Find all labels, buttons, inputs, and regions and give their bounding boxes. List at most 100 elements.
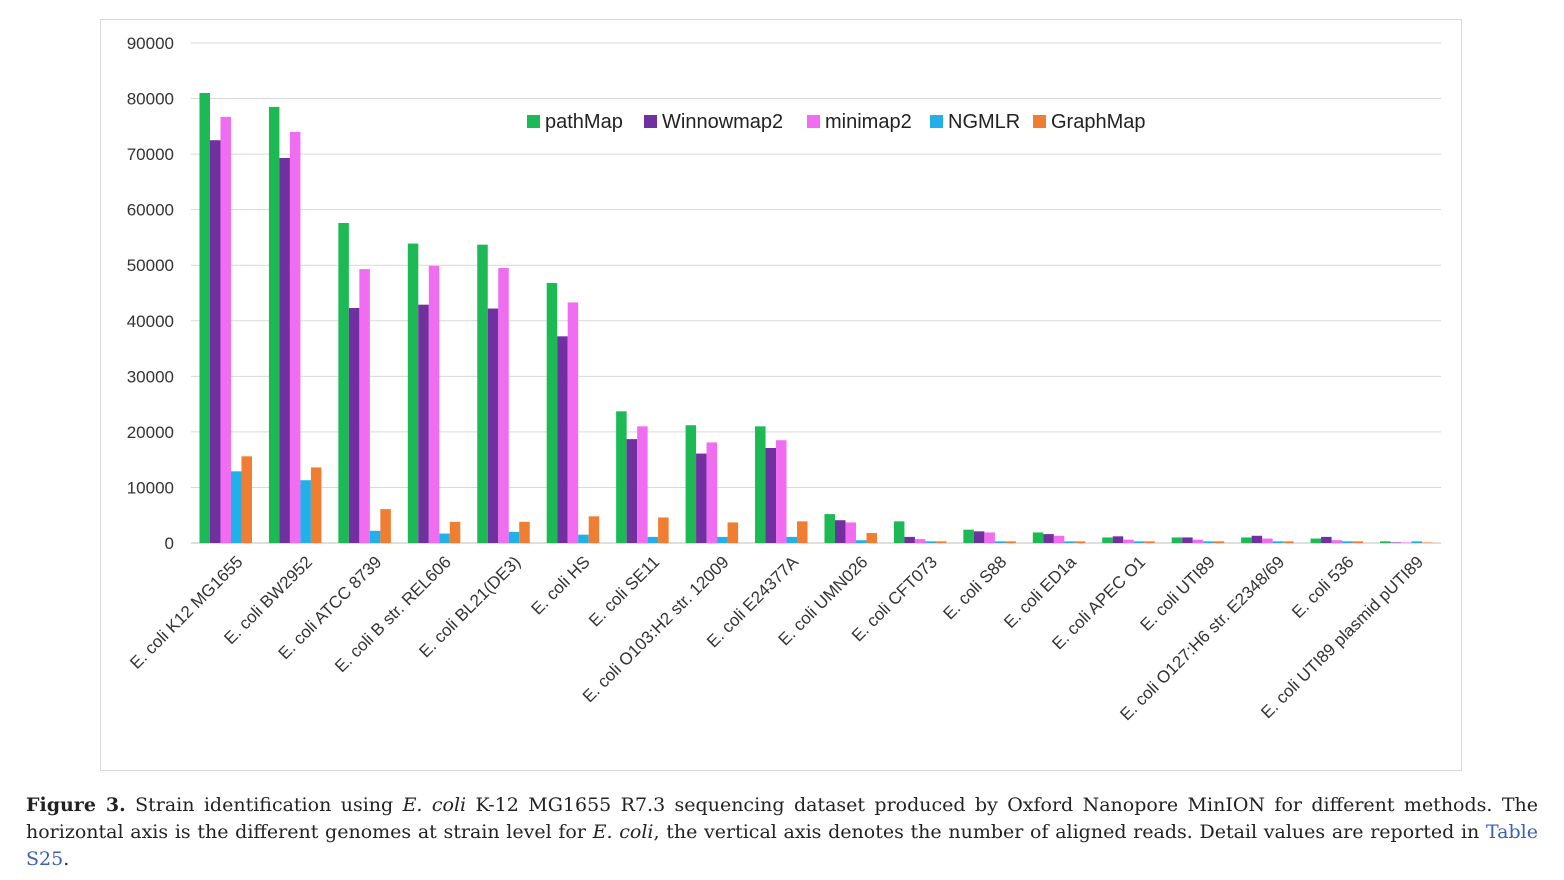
x-tick-label: E. coli B str. REL606 bbox=[331, 552, 455, 676]
table-link[interactable]: Table S25 bbox=[26, 821, 1538, 870]
legend-label-GraphMap: GraphMap bbox=[1051, 111, 1146, 133]
y-tick-label: 40000 bbox=[127, 312, 174, 331]
bar-GraphMap bbox=[1144, 541, 1155, 543]
bar-GraphMap bbox=[310, 467, 322, 543]
caption-italic-1: E. coli bbox=[402, 794, 467, 816]
bar-NGMLR bbox=[855, 540, 867, 543]
bar-GraphMap bbox=[1352, 541, 1364, 543]
bar-Winnowmap2 bbox=[348, 308, 360, 543]
bar-minimap2 bbox=[984, 532, 995, 543]
bar-GraphMap bbox=[658, 517, 669, 543]
bar-minimap2 bbox=[1192, 539, 1204, 543]
y-tick-label: 20000 bbox=[127, 423, 174, 442]
bar-Winnowmap2 bbox=[1182, 537, 1193, 543]
bar-pathMap bbox=[755, 426, 766, 543]
bar-GraphMap bbox=[1213, 541, 1225, 543]
bar-minimap2 bbox=[289, 131, 301, 543]
bar-GraphMap bbox=[797, 521, 808, 543]
bar-GraphMap bbox=[380, 509, 391, 543]
bar-minimap2 bbox=[1053, 535, 1065, 543]
bar-minimap2 bbox=[776, 440, 787, 543]
x-tick-label: E. coli O103:H2 str. 12009 bbox=[579, 552, 733, 706]
bar-Winnowmap2 bbox=[1043, 534, 1054, 543]
legend-swatch-minimap2 bbox=[807, 115, 820, 128]
bar-pathMap bbox=[1310, 538, 1322, 543]
bar-pathMap bbox=[685, 425, 697, 543]
bar-minimap2 bbox=[498, 268, 509, 543]
bar-pathMap bbox=[1241, 537, 1252, 543]
bar-pathMap bbox=[1102, 537, 1113, 543]
y-tick-label: 10000 bbox=[127, 478, 174, 497]
caption-text-4: . bbox=[63, 848, 70, 870]
caption-label: Figure 3. bbox=[26, 794, 126, 816]
bar-GraphMap bbox=[1074, 541, 1086, 543]
bar-NGMLR bbox=[1133, 541, 1145, 543]
bar-chart: 0 10000 20000 30000 40000 50000 60000 70000 8000… bbox=[126, 34, 1441, 724]
bar-minimap2 bbox=[220, 116, 231, 543]
bar-pathMap bbox=[546, 283, 558, 543]
bar-pathMap bbox=[1032, 532, 1044, 543]
bar-pathMap bbox=[824, 514, 835, 543]
bar-minimap2 bbox=[914, 539, 926, 543]
bar-Winnowmap2 bbox=[418, 304, 429, 543]
bar-minimap2 bbox=[1123, 539, 1134, 543]
bar-NGMLR bbox=[1272, 541, 1284, 543]
bar-Winnowmap2 bbox=[1321, 536, 1332, 543]
legend-swatch-GraphMap bbox=[1033, 115, 1046, 128]
caption-text-1: Strain identification using bbox=[125, 794, 403, 816]
x-tick-label: E. coli K12 MG1655 bbox=[126, 552, 246, 672]
bar-GraphMap bbox=[935, 541, 947, 543]
x-tick-label: E. coli 536 bbox=[1288, 552, 1358, 622]
y-tick-label: 30000 bbox=[127, 367, 174, 386]
bar-pathMap bbox=[338, 223, 349, 543]
bar-Winnowmap2 bbox=[1112, 536, 1124, 543]
bar-pathMap bbox=[199, 93, 210, 543]
bar-Winnowmap2 bbox=[1251, 535, 1263, 543]
x-tick-label: E. coli HS bbox=[528, 552, 594, 618]
y-tick-label: 50000 bbox=[127, 256, 174, 275]
y-tick-label: 90000 bbox=[127, 34, 174, 53]
chart-frame: 0 10000 20000 30000 40000 50000 60000 70000 8000… bbox=[100, 19, 1462, 771]
bar-GraphMap bbox=[241, 456, 252, 543]
bar-NGMLR bbox=[508, 531, 520, 543]
caption-text-2: K-12 MG1655 R7.3 sequencing dataset prod… bbox=[26, 794, 1538, 843]
bar-pathMap bbox=[616, 411, 627, 543]
bar-NGMLR bbox=[1064, 541, 1075, 543]
bar-Winnowmap2 bbox=[696, 453, 707, 543]
bar-NGMLR bbox=[717, 536, 728, 543]
bar-NGMLR bbox=[439, 533, 450, 543]
bar-Winnowmap2 bbox=[904, 536, 915, 543]
bar-GraphMap bbox=[588, 516, 600, 543]
bar-minimap2 bbox=[1262, 538, 1273, 543]
bar-minimap2 bbox=[359, 269, 370, 543]
y-tick-label: 0 bbox=[165, 534, 174, 553]
bar-pathMap bbox=[893, 521, 905, 543]
bar-minimap2 bbox=[637, 426, 648, 543]
bar-pathMap bbox=[407, 243, 419, 544]
x-tick-label: E. coli S88 bbox=[940, 552, 1011, 623]
legend-swatch-pathMap bbox=[527, 115, 540, 128]
bar-Winnowmap2 bbox=[973, 531, 985, 543]
bar-pathMap bbox=[477, 244, 488, 543]
bar-NGMLR bbox=[230, 471, 242, 543]
legend-swatch-Winnowmap2 bbox=[644, 115, 657, 128]
bar-NGMLR bbox=[1342, 541, 1353, 543]
bar-Winnowmap2 bbox=[557, 336, 568, 543]
bar-NGMLR bbox=[1411, 541, 1423, 543]
y-tick-label: 60000 bbox=[127, 201, 174, 220]
bar-Winnowmap2 bbox=[765, 448, 777, 543]
legend-label-pathMap: pathMap bbox=[545, 111, 623, 133]
bar-Winnowmap2 bbox=[1390, 542, 1402, 543]
legend-label-NGMLR: NGMLR bbox=[948, 111, 1020, 133]
bar-minimap2 bbox=[1331, 540, 1343, 543]
bar-minimap2 bbox=[1401, 542, 1412, 543]
bar-GraphMap bbox=[1422, 542, 1433, 543]
y-tick-label: 70000 bbox=[127, 145, 174, 164]
figure-caption: Figure 3. Strain identification using E.… bbox=[26, 792, 1538, 873]
legend-label-minimap2: minimap2 bbox=[825, 111, 912, 133]
caption-italic-2: E. coli bbox=[592, 821, 654, 843]
bar-Winnowmap2 bbox=[487, 308, 499, 543]
bar-GraphMap bbox=[727, 522, 739, 543]
bar-NGMLR bbox=[1203, 541, 1214, 543]
bar-NGMLR bbox=[578, 534, 589, 543]
